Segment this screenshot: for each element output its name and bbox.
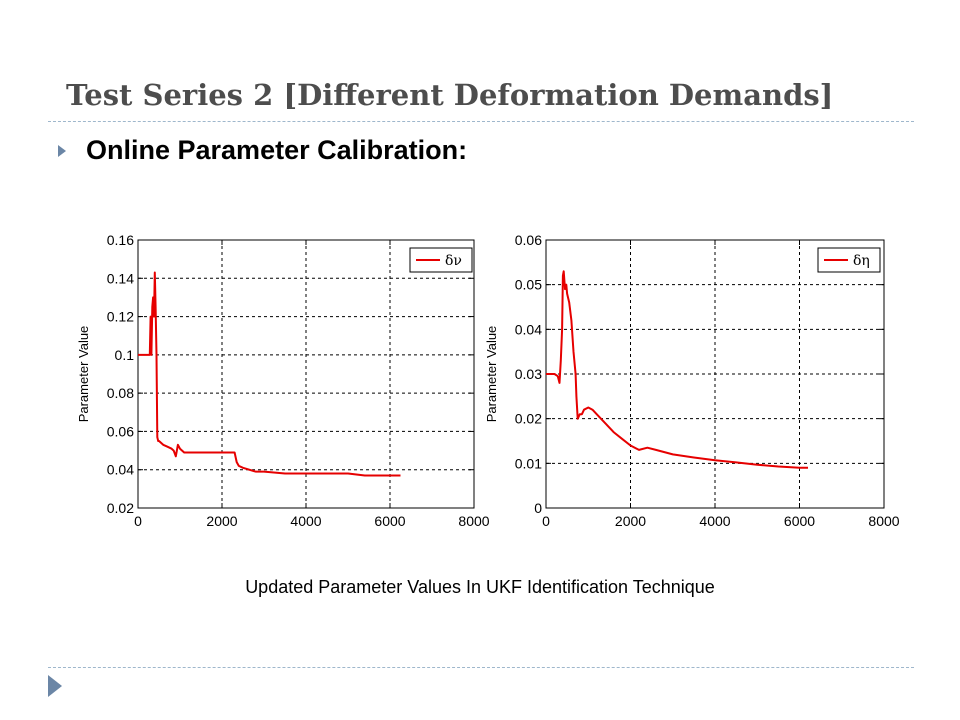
bullet-item: Online Parameter Calibration:: [58, 135, 467, 166]
slide-title: Test Series 2 [Different Deformation Dem…: [66, 78, 834, 112]
chart2-xtick-label: 4000: [699, 513, 730, 529]
chart1-ytick-label: 0.06: [107, 423, 134, 439]
chart1-ytick-label: 0.12: [107, 309, 134, 325]
chart1-legend-box: [409, 247, 473, 273]
chart2-ytick-label: 0.03: [515, 366, 542, 382]
title-divider: [48, 121, 914, 122]
chart2-ytick-label: 0: [534, 500, 542, 516]
chart1-xtick-label: 6000: [374, 513, 405, 529]
chart1-xtick-label: 0: [134, 513, 142, 529]
chart2-ytick-label: 0.02: [515, 411, 542, 427]
chart1-plot-frame: [137, 239, 475, 509]
chart2-ytick-label: 0.01: [515, 455, 542, 471]
chart2-xtick-label: 6000: [784, 513, 815, 529]
chart2-legend-label: δη: [853, 253, 870, 269]
chart2-xtick-label: 2000: [615, 513, 646, 529]
chart1-xtick-label: 4000: [290, 513, 321, 529]
chart1-ytick-label: 0.08: [107, 385, 134, 401]
chart1-ytick-label: 0.04: [107, 462, 134, 478]
chart1-ytick-label: 0.14: [107, 270, 134, 286]
chart1-xtick-label: 2000: [206, 513, 237, 529]
figure-caption: Updated Parameter Values In UKF Identifi…: [245, 577, 715, 597]
chart2-ytick-label: 0.04: [515, 321, 542, 337]
chart1-ytick-label: 0.16: [107, 232, 134, 248]
chart2-xtick-label: 0: [542, 513, 550, 529]
chart2-xtick-label: 8000: [868, 513, 899, 529]
footer-triangle-icon[interactable]: [48, 675, 62, 697]
chart1-legend-label: δν: [445, 253, 462, 269]
chart2-ytick-label: 0.06: [515, 232, 542, 248]
chart1-ytick-label: 0.02: [107, 500, 134, 516]
chart1-series-line: [138, 271, 401, 477]
chart1-xtick-label: 8000: [458, 513, 489, 529]
bullet-text: Online Parameter Calibration:: [86, 135, 468, 165]
chart1-ylabel: Parameter Value: [76, 326, 91, 423]
chart2-ytick-label: 0.05: [515, 277, 542, 293]
chart1-ytick-label: 0.1: [115, 347, 135, 363]
chart2-series-line: [546, 270, 808, 469]
chart2-ylabel: Parameter Value: [484, 326, 499, 423]
triangle-right-icon: [58, 144, 66, 157]
footer-divider: [48, 667, 914, 668]
